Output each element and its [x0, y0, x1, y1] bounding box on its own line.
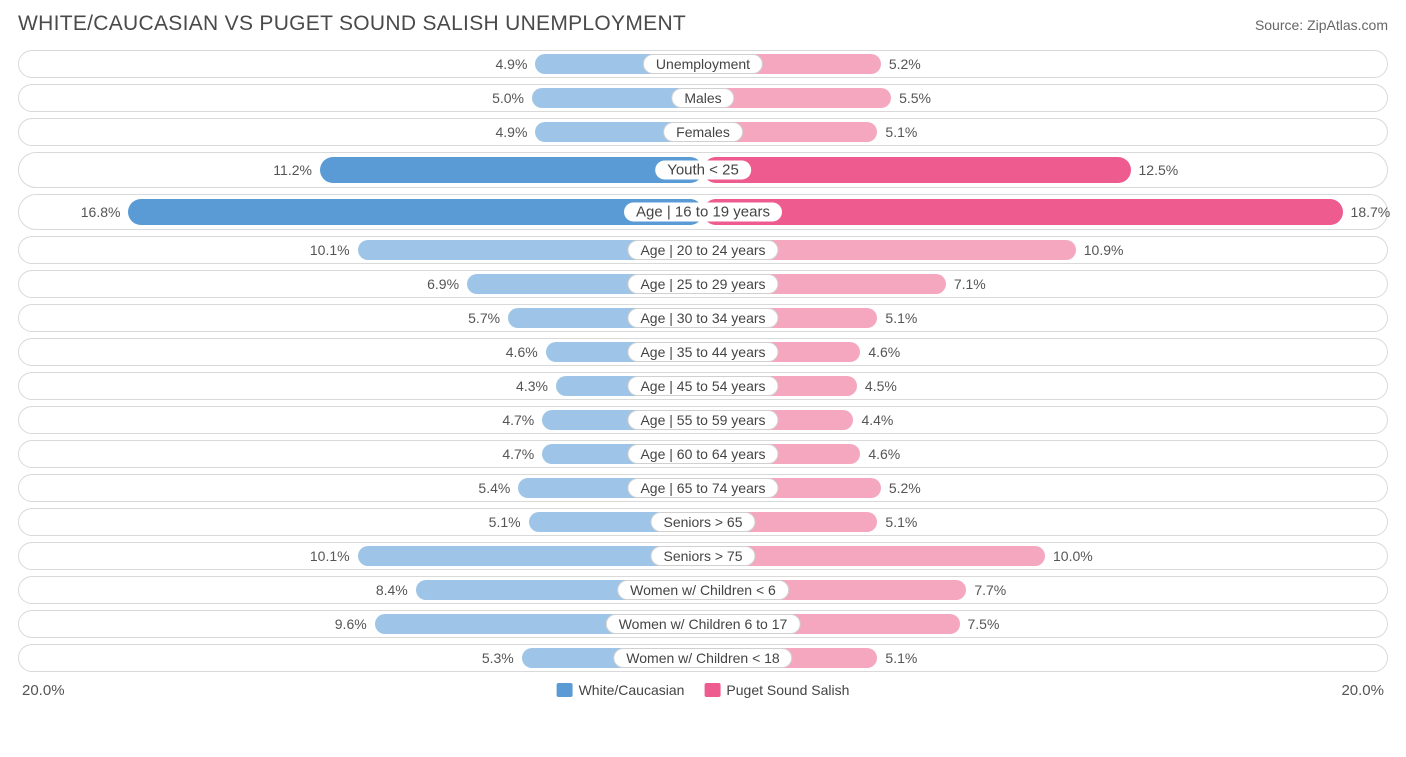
category-label: Youth < 25	[655, 161, 751, 180]
category-label: Females	[663, 122, 743, 142]
value-left: 4.6%	[506, 344, 538, 360]
chart-row: 10.1% 10.0% Seniors > 75	[18, 542, 1388, 570]
chart-row: 4.3% 4.5% Age | 45 to 54 years	[18, 372, 1388, 400]
legend-label-left: White/Caucasian	[579, 682, 685, 698]
category-label: Age | 16 to 19 years	[624, 203, 782, 222]
chart-source: Source: ZipAtlas.com	[1255, 17, 1388, 33]
value-left: 4.7%	[502, 446, 534, 462]
bar-right	[703, 157, 1131, 183]
value-left: 16.8%	[81, 204, 121, 220]
bar-left	[320, 157, 703, 183]
value-right: 5.1%	[885, 310, 917, 326]
value-left: 4.3%	[516, 378, 548, 394]
value-left: 9.6%	[335, 616, 367, 632]
chart-row: 11.2% 12.5% Youth < 25	[18, 152, 1388, 188]
value-right: 4.4%	[861, 412, 893, 428]
value-right: 12.5%	[1139, 162, 1179, 178]
chart-row: 4.7% 4.4% Age | 55 to 59 years	[18, 406, 1388, 434]
value-left: 8.4%	[376, 582, 408, 598]
chart-row: 5.7% 5.1% Age | 30 to 34 years	[18, 304, 1388, 332]
value-left: 6.9%	[427, 276, 459, 292]
chart-row: 4.7% 4.6% Age | 60 to 64 years	[18, 440, 1388, 468]
value-right: 7.5%	[968, 616, 1000, 632]
category-label: Women w/ Children < 6	[617, 580, 789, 600]
chart-row: 5.4% 5.2% Age | 65 to 74 years	[18, 474, 1388, 502]
value-right: 4.6%	[868, 344, 900, 360]
value-right: 5.2%	[889, 480, 921, 496]
chart-row: 5.0% 5.5% Males	[18, 84, 1388, 112]
value-left: 5.0%	[492, 90, 524, 106]
axis-max-left: 20.0%	[22, 682, 65, 699]
category-label: Women w/ Children < 18	[613, 648, 792, 668]
legend-swatch-left	[557, 683, 573, 697]
value-right: 5.2%	[889, 56, 921, 72]
chart-row: 5.3% 5.1% Women w/ Children < 18	[18, 644, 1388, 672]
category-label: Age | 60 to 64 years	[627, 444, 778, 464]
legend-item-right: Puget Sound Salish	[704, 682, 849, 698]
value-left: 10.1%	[310, 242, 350, 258]
value-left: 4.9%	[496, 56, 528, 72]
value-right: 10.9%	[1084, 242, 1124, 258]
bar-right	[703, 199, 1343, 225]
chart-row: 9.6% 7.5% Women w/ Children 6 to 17	[18, 610, 1388, 638]
category-label: Age | 25 to 29 years	[627, 274, 778, 294]
value-right: 7.7%	[974, 582, 1006, 598]
value-left: 5.7%	[468, 310, 500, 326]
value-right: 18.7%	[1351, 204, 1391, 220]
value-left: 5.4%	[478, 480, 510, 496]
category-label: Seniors > 75	[651, 546, 756, 566]
legend-label-right: Puget Sound Salish	[726, 682, 849, 698]
value-right: 4.5%	[865, 378, 897, 394]
diverging-bar-chart: 4.9% 5.2% Unemployment 5.0% 5.5% Males 4.9% 5.1…	[18, 50, 1388, 672]
category-label: Age | 45 to 54 years	[627, 376, 778, 396]
value-left: 11.2%	[273, 162, 312, 178]
value-right: 5.1%	[885, 650, 917, 666]
chart-row: 4.6% 4.6% Age | 35 to 44 years	[18, 338, 1388, 366]
category-label: Age | 35 to 44 years	[627, 342, 778, 362]
category-label: Males	[671, 88, 734, 108]
value-right: 4.6%	[868, 446, 900, 462]
axis-max-right: 20.0%	[1341, 682, 1384, 699]
value-left: 5.3%	[482, 650, 514, 666]
value-left: 5.1%	[489, 514, 521, 530]
category-label: Age | 65 to 74 years	[627, 478, 778, 498]
chart-header: WHITE/CAUCASIAN VS PUGET SOUND SALISH UN…	[18, 12, 1388, 36]
value-left: 10.1%	[310, 548, 350, 564]
legend-item-left: White/Caucasian	[557, 682, 685, 698]
category-label: Seniors > 65	[651, 512, 756, 532]
chart-row: 5.1% 5.1% Seniors > 65	[18, 508, 1388, 536]
chart-row: 8.4% 7.7% Women w/ Children < 6	[18, 576, 1388, 604]
value-right: 5.1%	[885, 514, 917, 530]
chart-row: 6.9% 7.1% Age | 25 to 29 years	[18, 270, 1388, 298]
chart-title: WHITE/CAUCASIAN VS PUGET SOUND SALISH UN…	[18, 12, 686, 36]
category-label: Unemployment	[643, 54, 763, 74]
value-left: 4.9%	[496, 124, 528, 140]
value-right: 5.5%	[899, 90, 931, 106]
category-label: Women w/ Children 6 to 17	[606, 614, 801, 634]
chart-row: 16.8% 18.7% Age | 16 to 19 years	[18, 194, 1388, 230]
category-label: Age | 20 to 24 years	[627, 240, 778, 260]
legend-swatch-right	[704, 683, 720, 697]
category-label: Age | 55 to 59 years	[627, 410, 778, 430]
legend: White/Caucasian Puget Sound Salish	[557, 682, 850, 698]
bar-left	[128, 199, 703, 225]
chart-row: 10.1% 10.9% Age | 20 to 24 years	[18, 236, 1388, 264]
value-right: 5.1%	[885, 124, 917, 140]
value-left: 4.7%	[502, 412, 534, 428]
category-label: Age | 30 to 34 years	[627, 308, 778, 328]
chart-row: 4.9% 5.1% Females	[18, 118, 1388, 146]
chart-footer: 20.0% White/Caucasian Puget Sound Salish…	[18, 678, 1388, 702]
chart-row: 4.9% 5.2% Unemployment	[18, 50, 1388, 78]
value-right: 7.1%	[954, 276, 986, 292]
value-right: 10.0%	[1053, 548, 1093, 564]
